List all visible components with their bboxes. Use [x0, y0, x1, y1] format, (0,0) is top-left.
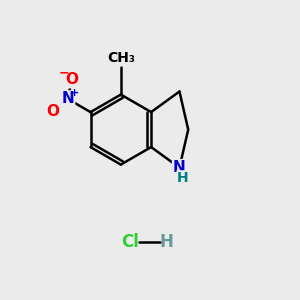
Text: +: +	[70, 88, 79, 98]
Text: O: O	[46, 104, 60, 119]
Text: Cl: Cl	[121, 233, 139, 251]
Text: −: −	[58, 67, 69, 80]
Text: H: H	[177, 171, 189, 185]
Text: N: N	[173, 160, 186, 175]
Text: N: N	[61, 92, 74, 106]
Text: O: O	[65, 72, 78, 87]
Text: CH₃: CH₃	[107, 51, 135, 65]
Text: H: H	[159, 233, 173, 251]
